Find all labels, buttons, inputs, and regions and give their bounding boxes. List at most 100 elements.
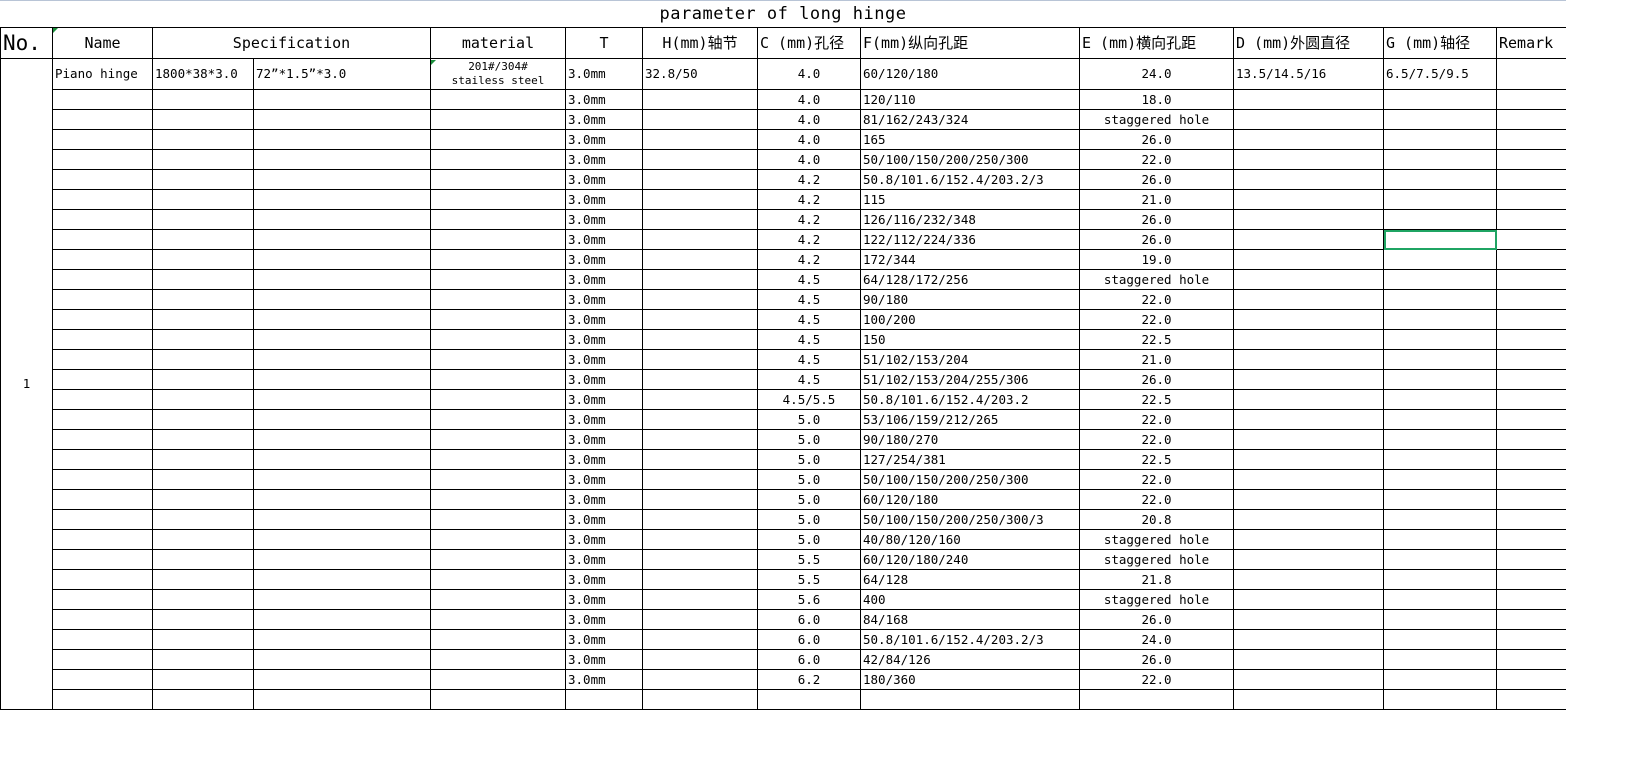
cell-spec-metric[interactable]: 1800*38*3.0 [152,58,254,90]
cell-material[interactable] [430,509,566,530]
cell-t[interactable]: 3.0mm [565,569,643,590]
cell-d[interactable] [1233,129,1384,150]
cell-t[interactable]: 3.0mm [565,529,643,550]
cell-name[interactable] [52,569,153,590]
cell-f[interactable] [860,689,1080,710]
cell-d[interactable] [1233,229,1384,250]
cell-d[interactable] [1233,469,1384,490]
cell-spec-imperial[interactable] [253,489,431,510]
cell-name[interactable]: Piano hinge [52,58,153,90]
cell-c[interactable]: 4.5 [757,369,861,390]
cell-spec-imperial[interactable] [253,189,431,210]
cell-d[interactable] [1233,549,1384,570]
cell-spec-metric[interactable] [152,369,254,390]
cell-h[interactable] [642,149,758,170]
cell-remark[interactable] [1496,689,1567,710]
cell-d[interactable] [1233,369,1384,390]
cell-remark[interactable] [1496,549,1567,570]
cell-f[interactable]: 42/84/126 [860,649,1080,670]
cell-f[interactable]: 180/360 [860,669,1080,690]
cell-remark[interactable] [1496,169,1567,190]
cell-material[interactable] [430,209,566,230]
cell-remark[interactable] [1496,369,1567,390]
cell-e[interactable]: 26.0 [1079,649,1234,670]
cell-h[interactable] [642,129,758,150]
cell-g[interactable] [1383,289,1497,310]
cell-material[interactable] [430,689,566,710]
cell-material[interactable] [430,269,566,290]
header-t[interactable]: T [565,27,643,59]
cell-f[interactable]: 51/102/153/204/255/306 [860,369,1080,390]
cell-g[interactable] [1383,149,1497,170]
cell-g[interactable] [1383,129,1497,150]
cell-e[interactable]: 20.8 [1079,509,1234,530]
cell-g[interactable] [1383,489,1497,510]
cell-spec-metric[interactable] [152,609,254,630]
cell-t[interactable]: 3.0mm [565,609,643,630]
cell-c[interactable]: 4.0 [757,129,861,150]
cell-name[interactable] [52,369,153,390]
cell-spec-metric[interactable] [152,229,254,250]
cell-spec-imperial[interactable] [253,469,431,490]
cell-e[interactable]: 22.5 [1079,449,1234,470]
cell-remark[interactable] [1496,669,1567,690]
cell-remark[interactable] [1496,509,1567,530]
cell-c[interactable] [757,689,861,710]
header-name[interactable]: Name [52,27,153,59]
cell-c[interactable]: 5.0 [757,449,861,470]
cell-name[interactable] [52,529,153,550]
cell-material[interactable] [430,329,566,350]
cell-spec-imperial[interactable] [253,689,431,710]
cell-material[interactable] [430,349,566,370]
cell-t[interactable]: 3.0mm [565,589,643,610]
cell-spec-imperial[interactable] [253,329,431,350]
cell-e[interactable]: 22.0 [1079,289,1234,310]
cell-spec-metric[interactable] [152,589,254,610]
cell-t[interactable]: 3.0mm [565,649,643,670]
cell-g[interactable] [1383,349,1497,370]
cell-name[interactable] [52,249,153,270]
cell-d[interactable] [1233,589,1384,610]
cell-e[interactable]: 24.0 [1079,629,1234,650]
cell-spec-imperial[interactable] [253,569,431,590]
cell-g[interactable] [1383,369,1497,390]
cell-d[interactable] [1233,209,1384,230]
cell-f[interactable]: 165 [860,129,1080,150]
cell-spec-imperial[interactable] [253,529,431,550]
cell-h[interactable] [642,289,758,310]
cell-t[interactable]: 3.0mm [565,229,643,250]
cell-spec-imperial[interactable] [253,389,431,410]
cell-name[interactable] [52,329,153,350]
cell-spec-metric[interactable] [152,189,254,210]
cell-f[interactable]: 50.8/101.6/152.4/203.2/3 [860,629,1080,650]
cell-spec-imperial[interactable] [253,289,431,310]
cell-e[interactable]: 22.5 [1079,389,1234,410]
cell-g[interactable] [1383,569,1497,590]
cell-g[interactable] [1383,649,1497,670]
cell-spec-metric[interactable] [152,309,254,330]
cell-g[interactable] [1383,529,1497,550]
cell-spec-imperial[interactable] [253,109,431,130]
cell-e[interactable]: 22.0 [1079,429,1234,450]
cell-name[interactable] [52,129,153,150]
cell-d[interactable] [1233,489,1384,510]
cell-remark[interactable] [1496,58,1567,90]
cell-spec-metric[interactable] [152,569,254,590]
cell-spec-metric[interactable] [152,469,254,490]
cell-g[interactable] [1383,389,1497,410]
cell-name[interactable] [52,649,153,670]
cell-c[interactable]: 4.2 [757,189,861,210]
cell-spec-imperial[interactable] [253,649,431,670]
cell-name[interactable] [52,349,153,370]
cell-material[interactable] [430,489,566,510]
cell-f[interactable]: 50/100/150/200/250/300 [860,149,1080,170]
cell-name[interactable] [52,89,153,110]
cell-h[interactable] [642,229,758,250]
cell-g[interactable] [1383,549,1497,570]
cell-h[interactable] [642,629,758,650]
cell-d[interactable] [1233,329,1384,350]
cell-f[interactable]: 120/110 [860,89,1080,110]
cell-remark[interactable] [1496,529,1567,550]
cell-name[interactable] [52,409,153,430]
cell-h[interactable] [642,649,758,670]
